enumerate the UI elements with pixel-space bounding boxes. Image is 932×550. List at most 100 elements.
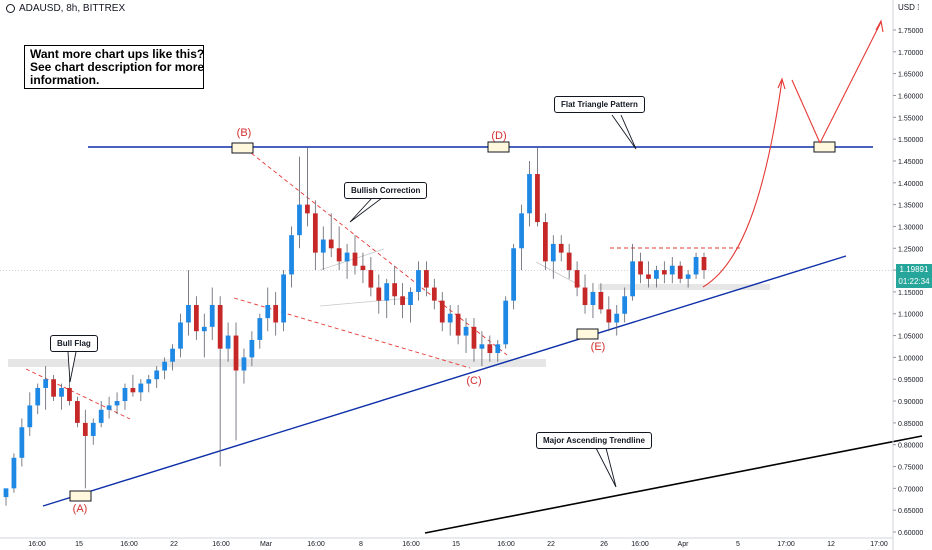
price-tick-label: 1.35000 (898, 203, 923, 210)
candle-body (265, 305, 271, 319)
price-tick-label: 1.45000 (898, 159, 923, 166)
projection-target-arrowhead (875, 19, 884, 33)
price-tick-label: 1.00000 (898, 355, 923, 362)
candle-body (82, 422, 88, 436)
time-tick-label: 17:00 (870, 541, 888, 548)
price-tick-label: 0.80000 (898, 443, 923, 450)
candle-body (566, 252, 572, 271)
wave-label-a: (A) (72, 503, 88, 515)
candle-body (677, 265, 683, 279)
price-tick-label: 1.70000 (898, 50, 923, 57)
time-tick-label: 12 (827, 541, 835, 548)
candle-body (43, 379, 49, 388)
time-tick-label: 15 (75, 541, 83, 548)
candle-body (416, 270, 421, 292)
candle-body (154, 370, 160, 380)
candle-body (257, 318, 263, 340)
candle-body (574, 270, 580, 288)
candle-body (638, 261, 643, 275)
pivot-box-e (576, 328, 599, 340)
candle-body (138, 383, 144, 393)
candle-body (455, 313, 461, 336)
price-tick-label: 1.60000 (898, 93, 923, 100)
wave-label-d: (D) (491, 130, 507, 142)
wave-label-e: (E) (590, 341, 606, 353)
candle-body (431, 287, 437, 301)
promo-line-2: See chart description for more (30, 60, 205, 74)
ascending-trendline (42, 255, 847, 507)
price-tick-label: 1.65000 (898, 72, 923, 79)
candle-body (598, 291, 604, 310)
candle-body (701, 256, 707, 271)
price-tick-label: 1.05000 (898, 334, 923, 341)
candle-body (558, 243, 564, 253)
bull-flag-callout[interactable]: Bull Flag (50, 335, 98, 352)
candle-body (297, 204, 302, 236)
candle-body (106, 405, 112, 410)
candle-body (376, 287, 382, 301)
major-trendline-callout[interactable]: Major Ascending Trendline (536, 432, 652, 449)
candle-body (685, 274, 691, 279)
candle-body (614, 313, 620, 323)
candle-body (479, 344, 485, 349)
candle-body (209, 305, 215, 327)
pivot-box-target (813, 141, 836, 153)
candle-body (328, 239, 334, 249)
price-tick-label: 0.60000 (898, 530, 923, 537)
candle-body (162, 361, 168, 371)
candle-body (582, 287, 588, 306)
correction-lower-line (233, 297, 471, 369)
candle-body (622, 296, 628, 314)
major-trendline (424, 435, 923, 534)
symbol-header[interactable]: ADAUSD, 8h, BITTREX (6, 3, 125, 14)
currency-label[interactable]: USD ⁞ (898, 3, 920, 12)
candle-body (19, 427, 25, 458)
candle-body (114, 401, 120, 406)
candle-body (535, 174, 540, 223)
candle-body (336, 248, 342, 262)
pivot-box-d (487, 141, 510, 153)
currency-code: USD (898, 3, 915, 12)
price-tick-label: 0.90000 (898, 399, 923, 406)
candle-body (130, 387, 136, 393)
time-tick-label: Mar (260, 541, 273, 548)
candle-body (693, 256, 699, 275)
candle-body (305, 204, 310, 214)
bull-flag-channel-line (25, 368, 131, 420)
candle-body (471, 326, 477, 349)
major-trendline-pointer (595, 447, 617, 488)
candle-body (186, 305, 191, 323)
candle-body (51, 379, 56, 397)
candle-body (392, 283, 398, 297)
flat-triangle-pointer (611, 114, 637, 150)
price-tick-label: 1.30000 (898, 224, 923, 231)
time-tick-label: 22 (170, 541, 178, 548)
candle-body (289, 235, 294, 275)
candle-body (201, 326, 207, 332)
candle-body (11, 457, 17, 489)
candle-body (606, 309, 612, 323)
flat-triangle-callout[interactable]: Flat Triangle Pattern (554, 96, 645, 113)
candle-body (661, 270, 667, 275)
candle-body (439, 300, 445, 323)
candle-body (447, 313, 453, 323)
candle-body (669, 265, 675, 275)
time-tick-label: 16:00 (402, 541, 420, 548)
price-tick-label: 1.25000 (898, 246, 923, 253)
candle-body (122, 387, 128, 402)
candle-body (495, 344, 501, 354)
promo-textbox[interactable]: Want more chart ups like this? See chart… (24, 45, 204, 89)
price-tick-label: 1.40000 (898, 181, 923, 188)
promo-line-1: Want more chart ups like this? (30, 47, 205, 61)
pivot-box-a (69, 490, 92, 502)
projection-retest-line (791, 79, 821, 144)
time-tick-label: 15 (452, 541, 460, 548)
candle-body (59, 387, 64, 397)
bullish-correction-callout[interactable]: Bullish Correction (344, 182, 428, 199)
price-tick-label: 0.85000 (898, 421, 923, 428)
price-tick-label: 0.75000 (898, 465, 923, 472)
candle-body (233, 335, 239, 371)
minor-channel-line (319, 248, 385, 271)
candle-body (352, 252, 358, 266)
